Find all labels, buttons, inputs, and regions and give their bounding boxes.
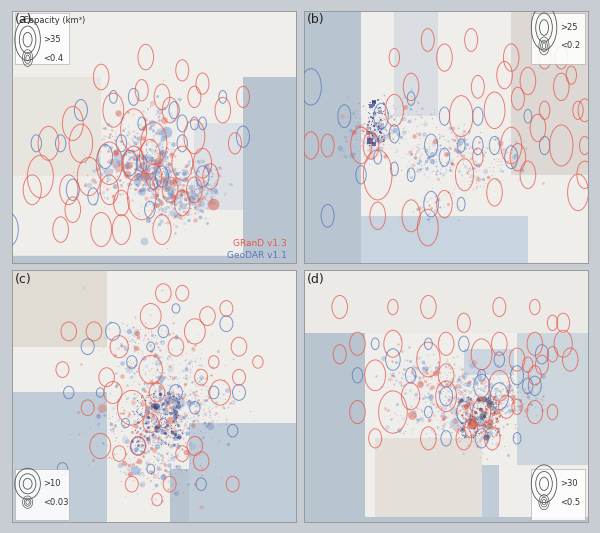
Polygon shape xyxy=(12,77,101,176)
Polygon shape xyxy=(375,438,482,517)
Polygon shape xyxy=(511,0,595,175)
Text: (a): (a) xyxy=(15,13,32,26)
Text: >25: >25 xyxy=(560,23,577,32)
Polygon shape xyxy=(12,270,296,522)
FancyBboxPatch shape xyxy=(531,13,585,63)
Text: >30: >30 xyxy=(560,479,577,488)
Text: >35: >35 xyxy=(43,35,61,44)
Polygon shape xyxy=(304,270,588,517)
Text: <0.2: <0.2 xyxy=(560,42,580,51)
Text: (c): (c) xyxy=(15,273,32,286)
Text: <0.03: <0.03 xyxy=(43,498,69,507)
Text: GeoDAR v1.1: GeoDAR v1.1 xyxy=(227,251,287,260)
Polygon shape xyxy=(361,216,528,263)
Text: Capacity (km³): Capacity (km³) xyxy=(23,16,86,25)
Polygon shape xyxy=(328,0,595,263)
Text: (b): (b) xyxy=(307,13,325,26)
FancyBboxPatch shape xyxy=(531,470,585,520)
Text: GRanD v1.3: GRanD v1.3 xyxy=(233,239,287,248)
Polygon shape xyxy=(243,77,304,256)
Polygon shape xyxy=(12,392,107,522)
Text: <0.5: <0.5 xyxy=(560,498,580,507)
FancyBboxPatch shape xyxy=(15,470,69,520)
Text: (d): (d) xyxy=(307,273,325,286)
Polygon shape xyxy=(464,349,514,375)
Polygon shape xyxy=(328,0,361,263)
Polygon shape xyxy=(304,270,365,517)
Polygon shape xyxy=(188,423,296,522)
Polygon shape xyxy=(12,11,304,256)
Polygon shape xyxy=(170,469,296,522)
Polygon shape xyxy=(304,270,588,333)
Polygon shape xyxy=(364,93,388,146)
Text: >10: >10 xyxy=(43,479,61,488)
Polygon shape xyxy=(12,270,107,346)
Polygon shape xyxy=(194,124,243,209)
FancyBboxPatch shape xyxy=(15,13,69,63)
Polygon shape xyxy=(394,0,438,116)
Text: <0.4: <0.4 xyxy=(43,53,64,62)
Polygon shape xyxy=(428,465,499,517)
Polygon shape xyxy=(517,333,588,465)
